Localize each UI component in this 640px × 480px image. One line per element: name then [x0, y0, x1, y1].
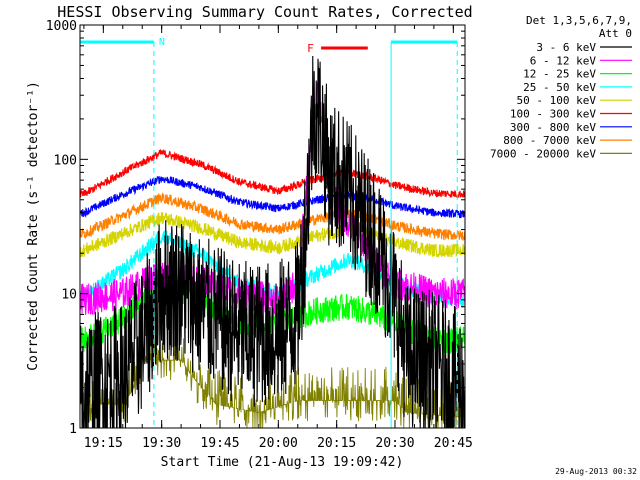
chart-title: HESSI Observing Summary Count Rates, Cor…	[57, 3, 472, 21]
x-axis-label: Start Time (21-Aug-13 19:09:42)	[161, 455, 404, 470]
series-line-7000_20000keV	[80, 338, 465, 428]
legend-label-7: 800 - 7000 keV	[503, 134, 596, 147]
y-tick-label-1: 10	[61, 288, 77, 303]
annotation-f: F	[307, 42, 314, 55]
legend-header-line2: Att 0	[599, 27, 632, 40]
legend-label-0: 3 - 6 keV	[536, 41, 596, 54]
series-line-6_12keV	[80, 82, 465, 315]
x-tick-label-2: 19:45	[200, 436, 239, 451]
legend-label-6: 300 - 800 keV	[510, 121, 596, 134]
legend-label-1: 6 - 12 keV	[530, 54, 597, 67]
series-line-3_6keV	[80, 55, 465, 428]
x-tick-label-4: 20:15	[317, 436, 356, 451]
legend-label-3: 25 - 50 keV	[523, 81, 596, 94]
legend-label-4: 50 - 100 keV	[517, 94, 597, 107]
legend-label-2: 12 - 25 keV	[523, 68, 596, 81]
legend-label-8: 7000 - 20000 keV	[490, 147, 596, 160]
legend-label-5: 100 - 300 keV	[510, 108, 596, 121]
x-tick-label-3: 20:00	[259, 436, 298, 451]
series-line-100_300keV	[80, 149, 465, 199]
footer-timestamp: 29-Aug-2013 00:32	[555, 467, 637, 476]
annotation-n: N	[159, 37, 165, 48]
x-tick-label-5: 20:30	[375, 436, 414, 451]
x-tick-label-0: 19:15	[84, 436, 123, 451]
x-tick-label-1: 19:30	[142, 436, 181, 451]
series-line-800_7000keV	[80, 192, 465, 241]
y-tick-label-2: 100	[54, 153, 77, 168]
y-tick-label-0: 1	[69, 422, 77, 437]
legend-header-line1: Det 1,3,5,6,7,9,	[526, 14, 632, 27]
plot-frame	[79, 24, 466, 429]
y-tick-label-3: 1000	[46, 19, 77, 34]
series-line-300_800keV	[80, 175, 465, 219]
y-axis-label: Corrected Count Rate (s⁻¹ detector⁻¹)	[26, 81, 41, 371]
x-tick-label-6: 20:45	[434, 436, 473, 451]
series-line-50_100keV	[80, 212, 465, 258]
